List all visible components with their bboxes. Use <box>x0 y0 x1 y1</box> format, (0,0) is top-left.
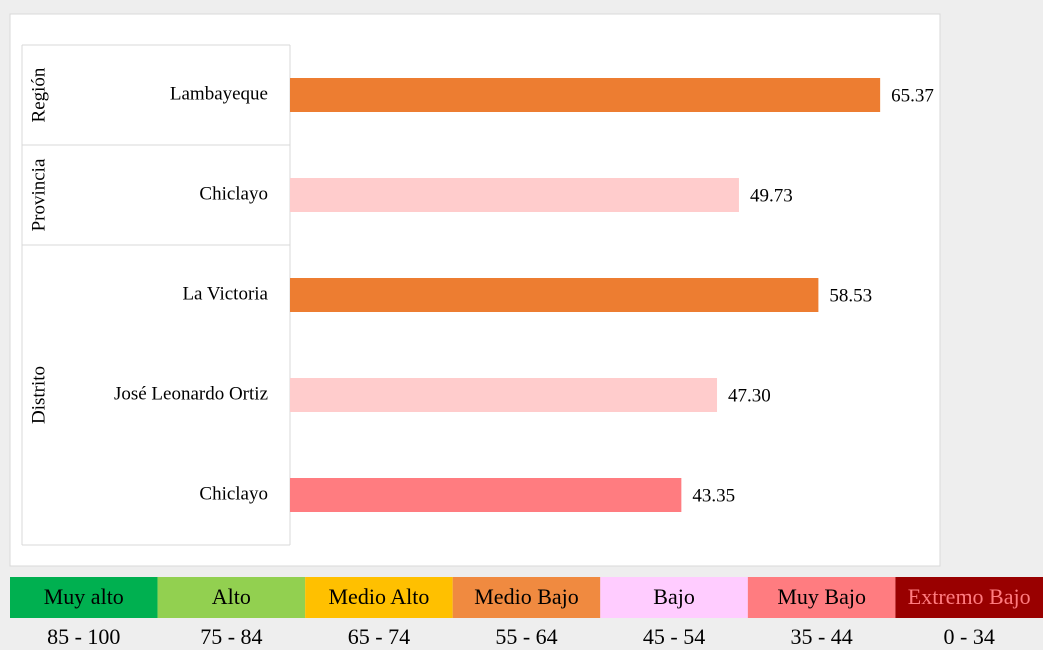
category-label: La Victoria <box>182 283 268 304</box>
legend-cell <box>10 577 158 618</box>
legend-range: 85 - 100 <box>47 624 120 649</box>
bar <box>290 278 819 312</box>
category-label: José Leonardo Ortiz <box>114 383 268 404</box>
legend-label: Alto <box>212 584 251 609</box>
legend-range: 45 - 54 <box>643 624 705 649</box>
group-label: Región <box>28 67 49 122</box>
bar <box>290 78 881 112</box>
data-label: 43.35 <box>692 485 735 506</box>
data-label: 49.73 <box>750 185 793 206</box>
legend-label: Medio Alto <box>329 584 430 609</box>
legend-range: 65 - 74 <box>348 624 410 649</box>
legend-cell <box>157 577 306 618</box>
data-label: 58.53 <box>829 285 872 306</box>
group-label: Provincia <box>28 158 49 231</box>
legend-range: 0 - 34 <box>944 624 995 649</box>
legend-label: Muy alto <box>44 584 124 609</box>
legend-label: Muy Bajo <box>777 584 866 609</box>
data-label: 65.37 <box>891 85 934 106</box>
bar <box>290 478 682 512</box>
bar <box>290 378 718 412</box>
legend-label: Extremo Bajo <box>908 584 1031 609</box>
legend-cell <box>895 577 1043 618</box>
bar <box>290 178 739 212</box>
category-label: Lambayeque <box>170 83 268 104</box>
legend-range: 35 - 44 <box>790 624 852 649</box>
legend-label: Medio Bajo <box>474 584 579 609</box>
data-label: 47.30 <box>728 385 771 406</box>
legend-cell <box>600 577 748 618</box>
category-label: Chiclayo <box>199 483 268 504</box>
category-label: Chiclayo <box>199 183 268 204</box>
legend-cell <box>452 577 601 618</box>
legend-cell <box>747 577 896 618</box>
legend-range: 55 - 64 <box>495 624 557 649</box>
legend-cell <box>305 577 453 618</box>
legend-label: Bajo <box>653 584 695 609</box>
legend-range: 75 - 84 <box>200 624 262 649</box>
group-label: Distrito <box>28 366 49 424</box>
